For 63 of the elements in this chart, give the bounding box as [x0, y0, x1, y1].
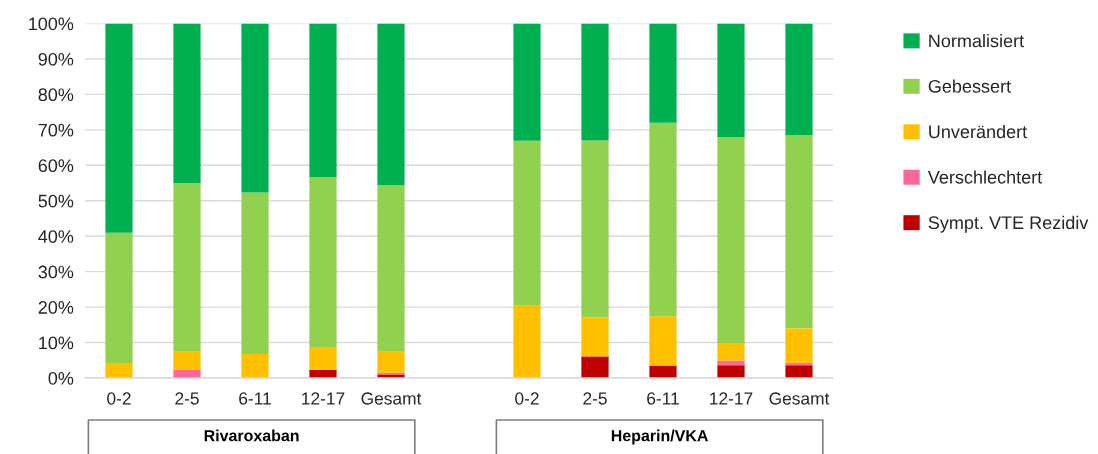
legend-label: Sympt. VTE Rezidiv [928, 215, 1089, 233]
x-tick-label: 0-2 [107, 392, 131, 405]
bar [173, 183, 201, 352]
bar [717, 360, 745, 366]
bar [309, 177, 337, 348]
x-tick-label: 6-11 [239, 392, 271, 405]
y-tick-label: 10% [39, 336, 74, 350]
bar [649, 23, 677, 123]
bar [785, 135, 813, 329]
legend-label: Normalisiert [929, 34, 1024, 48]
bar [309, 347, 337, 370]
bar [173, 23, 201, 184]
x-tick-label: 0-2 [515, 392, 539, 405]
bar [785, 328, 813, 363]
bar [581, 356, 609, 378]
bar [581, 140, 609, 318]
y-tick-label: 80% [38, 88, 74, 102]
bar [173, 351, 201, 370]
y-tick-label: 70% [38, 123, 74, 137]
bar [377, 185, 405, 352]
y-tick-label: 40% [38, 230, 74, 243]
legend-label: Unverändert [929, 124, 1028, 139]
bar [241, 353, 269, 378]
bar [785, 365, 813, 378]
x-tick-label: 6-11 [647, 392, 679, 405]
x-tick-label: 12-17 [710, 392, 753, 405]
y-tick-label: 0% [48, 371, 74, 385]
bar [717, 23, 745, 138]
text: Rivaroxaban [204, 429, 299, 442]
bar [105, 363, 133, 378]
bar [649, 316, 677, 366]
bar [581, 317, 609, 357]
bar [513, 23, 541, 141]
bar [105, 23, 133, 233]
bar [241, 23, 269, 193]
x-tick-label: Gesamt [769, 392, 830, 405]
legend-label: Verschlechtert [927, 170, 1043, 184]
y-tick-label: 100% [29, 17, 74, 31]
bar [649, 122, 677, 317]
bar [581, 23, 609, 141]
y-tick-label: 60% [38, 159, 74, 173]
x-tick-label: 2-5 [175, 392, 199, 405]
bar [105, 232, 133, 364]
bar [513, 305, 541, 378]
y-tick-label: 50% [38, 194, 74, 208]
bar [241, 192, 269, 354]
x-tick-label: Gesamt [361, 392, 422, 405]
x-tick-label: 12-17 [302, 392, 345, 405]
bar [513, 140, 541, 306]
bar [309, 23, 337, 178]
text: Heparin/VKA [611, 429, 708, 445]
bar [717, 342, 745, 361]
y-tick-label: 20% [38, 301, 74, 314]
bar [649, 365, 677, 378]
legend-label: Gebessert [928, 79, 1011, 93]
y-tick-label: 30% [38, 265, 74, 279]
bar [377, 351, 405, 373]
x-tick-label: 2-5 [583, 392, 607, 405]
bar [717, 137, 745, 343]
bar [377, 23, 405, 186]
y-tick-label: 90% [38, 52, 74, 66]
bar [717, 365, 745, 378]
bar [785, 23, 813, 136]
